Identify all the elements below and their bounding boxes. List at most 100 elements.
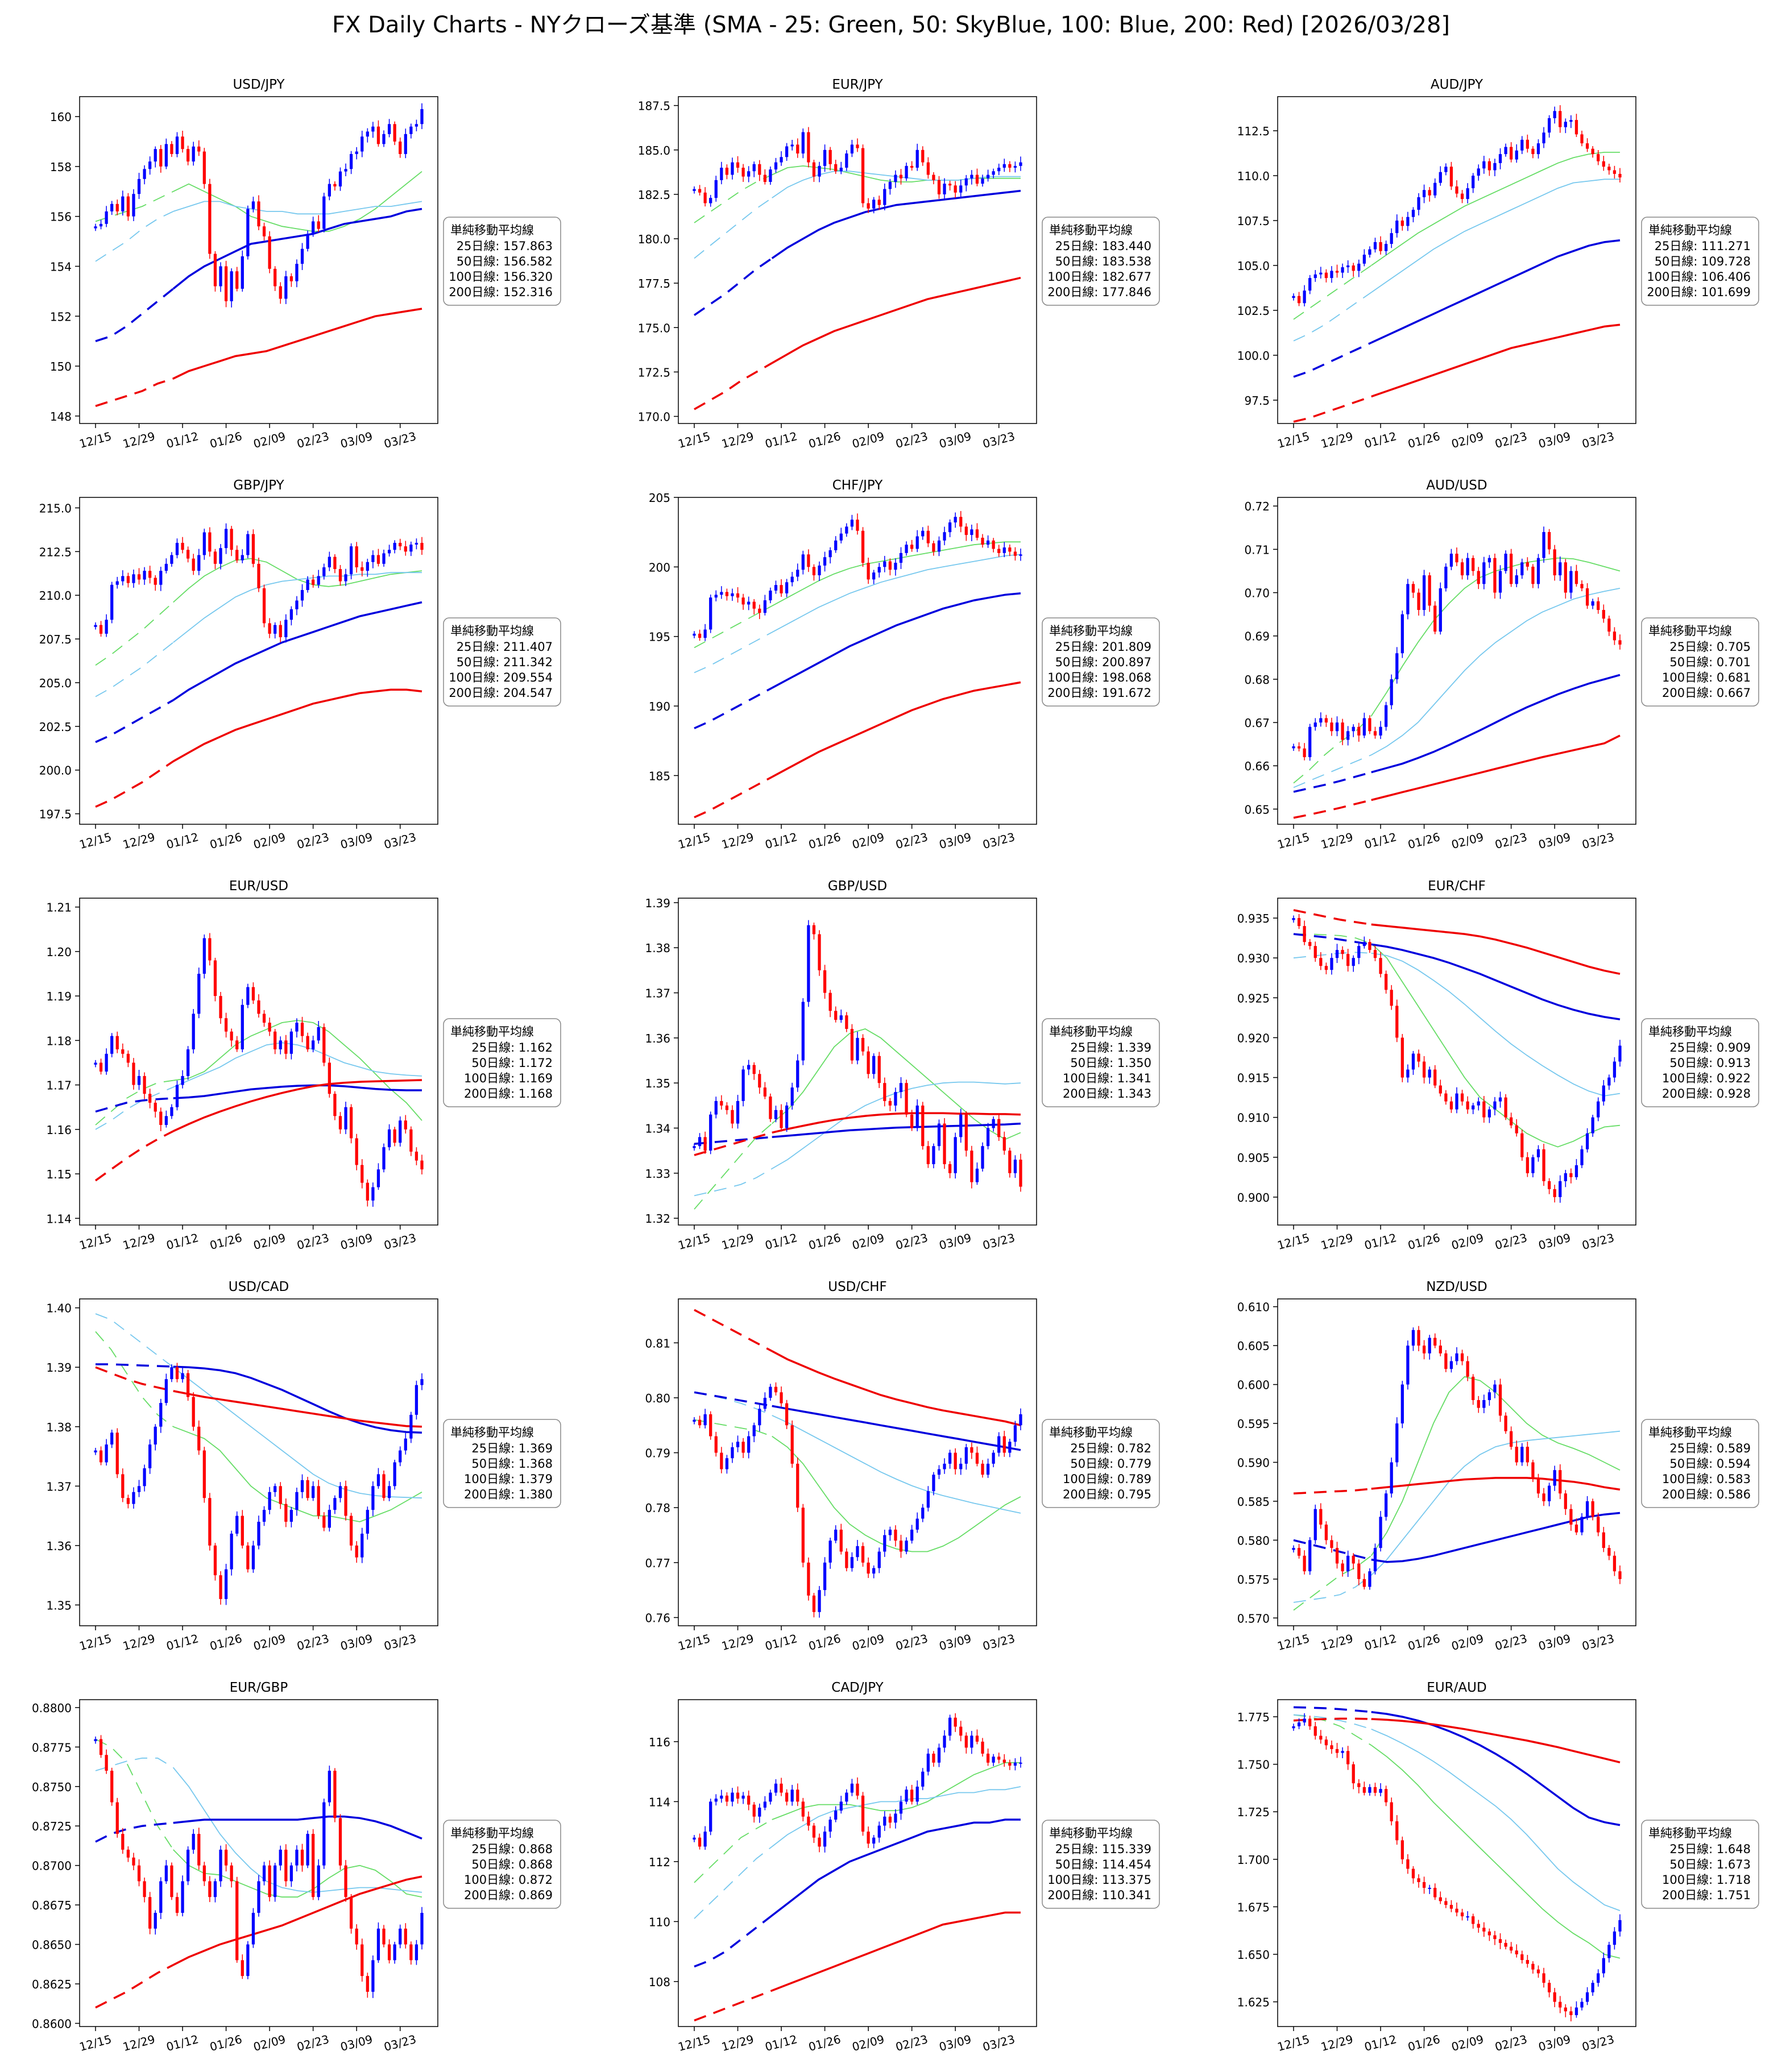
chart-title: EUR/USD	[229, 879, 288, 894]
sma-25-line	[772, 1762, 1021, 1820]
sma-100-line	[1293, 771, 1372, 793]
candle-body	[937, 1469, 941, 1475]
candle-body	[154, 1913, 157, 1929]
candle-body	[164, 1865, 168, 1882]
y-tick-label: 110	[649, 1915, 670, 1929]
candle-body	[698, 1419, 702, 1426]
candle-body	[360, 1944, 364, 1977]
x-tick-label: 02/23	[1493, 1631, 1528, 1653]
y-tick-label: 1.20	[46, 945, 72, 959]
candle-body	[725, 1105, 729, 1110]
candle-body	[910, 1114, 914, 1128]
candle-body	[328, 184, 331, 197]
candle-body	[355, 1138, 358, 1165]
candle-body	[1585, 143, 1589, 149]
sma-legend-value: 100日線: 1.379	[464, 1472, 553, 1486]
candle-body	[1548, 118, 1551, 133]
y-tick-label: 1.36	[645, 1032, 670, 1045]
x-tick-label: 02/09	[252, 830, 287, 852]
candle-body	[1510, 147, 1513, 160]
candle-body	[1346, 1751, 1350, 1764]
candle-body	[115, 1802, 119, 1834]
candle-body	[1362, 255, 1366, 264]
y-tick-label: 1.35	[645, 1077, 670, 1090]
sma-legend-value: 50日線: 1.673	[1669, 1858, 1751, 1871]
y-tick-label: 0.68	[1244, 673, 1270, 687]
candle-body	[970, 1447, 973, 1453]
sma-legend-value: 25日線: 1.648	[1669, 1842, 1751, 1856]
x-tick-label: 12/29	[720, 830, 755, 852]
candle-body	[366, 1976, 369, 1992]
sma-legend-value: 50日線: 1.172	[471, 1056, 553, 1070]
candle-body	[132, 194, 135, 217]
candle-body	[1406, 584, 1410, 614]
y-tick-label: 97.5	[1244, 394, 1270, 408]
sma-legend-value: 200日線: 1.343	[1063, 1087, 1151, 1101]
candle-body	[219, 1575, 222, 1599]
candle-body	[393, 1944, 396, 1961]
candle-body	[1444, 1901, 1448, 1905]
candle-body	[1466, 1101, 1469, 1110]
candle-body	[964, 1447, 968, 1464]
chart-usd-cad: USD/CAD 1.35 1.36 1.37 1.38 1.39 1.40 12/15 12/2…	[46, 1280, 561, 1653]
sma-200-line	[95, 1964, 174, 2009]
sma-legend-value: 25日線: 1.162	[471, 1041, 553, 1054]
chart-cad-jpy: CAD/JPY 108 110 112 114 116 12/15 12/29 01/12 01/…	[649, 1680, 1160, 2054]
candle-body	[888, 561, 892, 570]
candle-body	[1591, 1501, 1594, 1517]
candle-body	[132, 1857, 135, 1866]
candle-body	[905, 1789, 908, 1802]
sma-50-line	[95, 642, 174, 697]
sma-legend-value: 50日線: 0.913	[1669, 1056, 1751, 1070]
x-tick-label: 01/12	[764, 1631, 799, 1653]
candle-body	[1487, 161, 1491, 171]
candle-body	[1324, 1739, 1328, 1746]
x-tick-label: 03/23	[981, 830, 1017, 852]
sma-100-line	[694, 1136, 772, 1145]
plot-frame	[79, 898, 438, 1226]
candle-body	[921, 150, 925, 163]
y-tick-label: 0.935	[1237, 912, 1270, 925]
candle-body	[796, 1463, 799, 1508]
candle-body	[251, 987, 255, 1000]
candle-body	[1400, 614, 1404, 654]
sma-legend-value: 50日線: 1.350	[1070, 1056, 1151, 1070]
x-tick-label: 01/12	[1363, 1631, 1398, 1653]
candle-body	[1346, 1555, 1350, 1572]
sma-200-line	[172, 688, 422, 762]
candle-body	[154, 1426, 157, 1445]
candle-body	[366, 131, 369, 137]
plot-frame	[79, 96, 438, 424]
candle-body	[126, 1053, 130, 1063]
candle-body	[1341, 950, 1344, 954]
candle-body	[241, 256, 244, 289]
candle-body	[1531, 1963, 1535, 1970]
candle-body	[867, 1832, 870, 1844]
x-tick-label: 03/23	[383, 1631, 418, 1653]
y-tick-label: 114	[649, 1795, 670, 1809]
candle-body	[1406, 217, 1410, 226]
candle-body	[1013, 1762, 1017, 1766]
candle-body	[823, 970, 827, 993]
x-tick-label: 12/29	[1319, 429, 1354, 451]
sma-200-line	[1371, 1718, 1621, 1763]
sma-25-line	[1294, 933, 1372, 944]
candle-body	[1613, 1931, 1617, 1945]
candle-body	[736, 1792, 740, 1799]
candle-body	[235, 1040, 239, 1049]
sma-100-line	[96, 1363, 173, 1368]
x-tick-label: 03/09	[1537, 429, 1572, 451]
sma-legend-value: 50日線: 0.868	[471, 1858, 553, 1871]
candle-body	[420, 1913, 424, 1945]
candle-body	[948, 1164, 952, 1173]
candle-body	[175, 1897, 179, 1913]
candle-body	[981, 1146, 984, 1169]
y-tick-label: 170.0	[638, 410, 670, 424]
candle-body	[154, 149, 157, 162]
candle-body	[856, 1037, 859, 1061]
candle-body	[164, 1116, 168, 1125]
sma-legend-header: 単純移動平均線	[450, 223, 534, 237]
candle-body	[741, 597, 745, 605]
sma-50-line	[772, 1786, 1021, 1847]
candle-body	[970, 175, 973, 178]
